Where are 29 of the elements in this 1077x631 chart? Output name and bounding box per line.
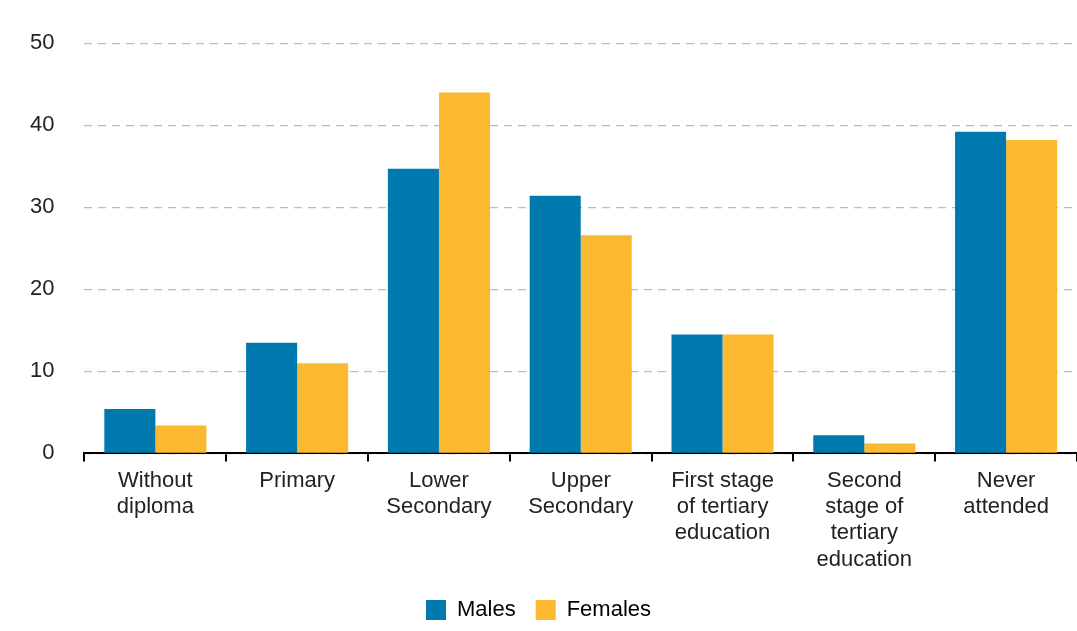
- bar: [813, 435, 865, 453]
- bar: [387, 168, 439, 453]
- bar: [955, 131, 1007, 453]
- bar: [297, 363, 349, 453]
- legend-label: Females: [566, 596, 652, 622]
- bar: [580, 235, 632, 453]
- x-tick-label: Lower Secondary: [386, 466, 492, 519]
- y-tick-label: 30: [29, 193, 55, 219]
- bar: [1006, 140, 1058, 453]
- x-tick-label: Without diploma: [116, 466, 195, 519]
- y-tick-label: 0: [42, 439, 55, 465]
- bar: [104, 409, 156, 453]
- bar: [722, 334, 774, 453]
- bar: [529, 195, 581, 453]
- bar: [155, 425, 207, 453]
- x-tick-label: Never attended: [963, 466, 1049, 519]
- bar: [246, 342, 298, 453]
- bar: [864, 443, 916, 453]
- x-tick-label: Upper Secondary: [528, 466, 634, 519]
- y-tick-label: 40: [29, 111, 55, 137]
- bar: [671, 334, 723, 453]
- y-tick-label: 20: [29, 275, 55, 301]
- bar: [438, 92, 490, 453]
- y-tick-label: 50: [29, 29, 55, 55]
- y-tick-label: 10: [29, 357, 55, 383]
- x-tick-label: Primary: [259, 466, 336, 492]
- x-tick-label: First stage of tertiary education: [671, 466, 774, 545]
- legend-label: Males: [456, 596, 516, 622]
- x-tick-label: Second stage of tertiary education: [816, 466, 913, 571]
